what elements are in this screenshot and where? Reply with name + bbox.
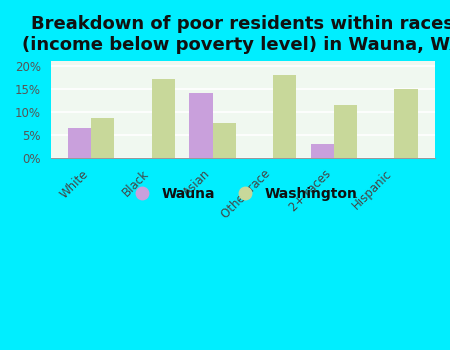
Bar (212, 123, 236, 158)
Bar (189, 93, 212, 158)
Bar (91, 119, 114, 158)
Bar (334, 105, 357, 158)
Bar (395, 89, 418, 158)
Bar (152, 79, 175, 158)
Bar (273, 75, 296, 158)
Bar (311, 144, 334, 158)
Title: Breakdown of poor residents within races
(income below poverty level) in Wauna, : Breakdown of poor residents within races… (22, 15, 450, 54)
Bar (68, 128, 91, 158)
Legend: Wauna, Washington: Wauna, Washington (122, 182, 363, 207)
